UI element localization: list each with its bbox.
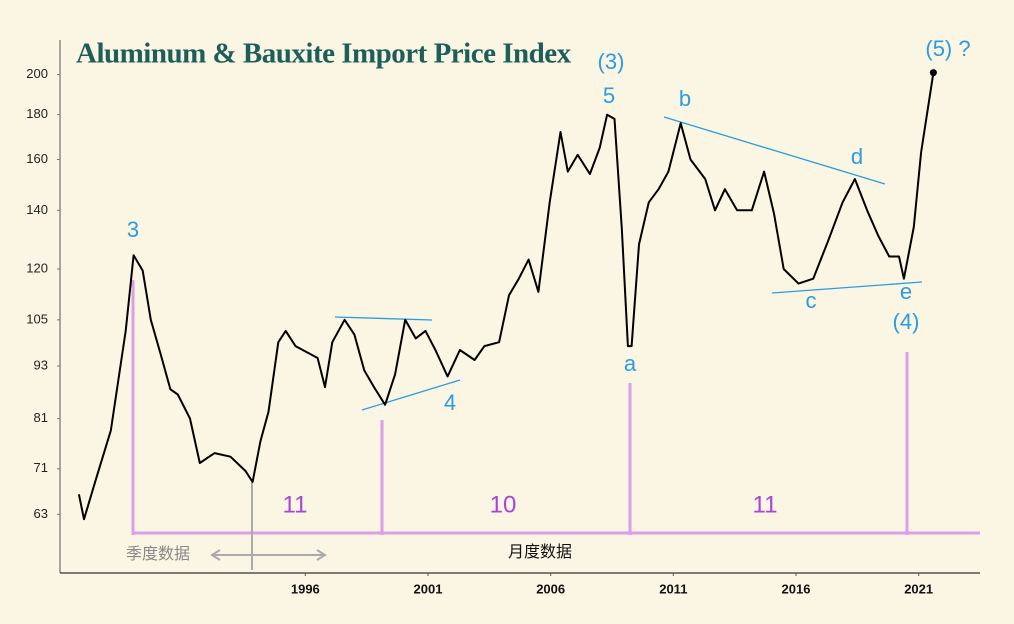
wave-label: c (806, 288, 817, 313)
wave-label: 4 (444, 390, 456, 415)
wave-label: (3) (598, 49, 625, 74)
y-tick-label: 180 (26, 106, 48, 121)
chart-title: Aluminum & Bauxite Import Price Index (76, 38, 572, 70)
count-label: 11 (283, 491, 308, 518)
wave-label: a (624, 351, 637, 376)
y-tick-label: 71 (34, 460, 48, 475)
wave-label: (4) (893, 309, 920, 334)
wave-label: (5) ? (925, 36, 970, 61)
wave-label: e (900, 279, 912, 304)
y-tick-label: 200 (26, 66, 48, 81)
count-lines (131, 280, 980, 535)
wave-label: d (851, 144, 863, 169)
trendlines (334, 116, 923, 411)
x-tick-label: 1996 (291, 581, 320, 596)
x-tick-label: 2011 (659, 581, 687, 596)
end-point (929, 69, 937, 77)
wave-label: 3 (127, 217, 139, 242)
y-tick-label: 93 (34, 357, 48, 372)
count-label: 10 (490, 491, 517, 518)
monthly-label: 月度数据 (508, 543, 572, 561)
wave-label: 5 (603, 83, 615, 108)
y-tick-label: 140 (26, 202, 48, 217)
y-tick-label: 81 (34, 410, 48, 425)
quarterly-label: 季度数据 (126, 545, 190, 563)
y-tick-label: 105 (26, 311, 48, 326)
wave-label: b (679, 86, 691, 111)
y-tick-label: 120 (26, 260, 48, 275)
x-tick-label: 2016 (782, 581, 811, 596)
y-tick-label: 160 (26, 151, 48, 166)
price-line (77, 72, 935, 521)
y-tick-label: 63 (34, 506, 48, 521)
x-tick-label: 2001 (414, 581, 443, 596)
x-tick-label: 2021 (904, 581, 933, 596)
count-label: 11 (753, 491, 778, 518)
arrow (210, 549, 327, 561)
x-tick-label: 2006 (536, 581, 565, 596)
